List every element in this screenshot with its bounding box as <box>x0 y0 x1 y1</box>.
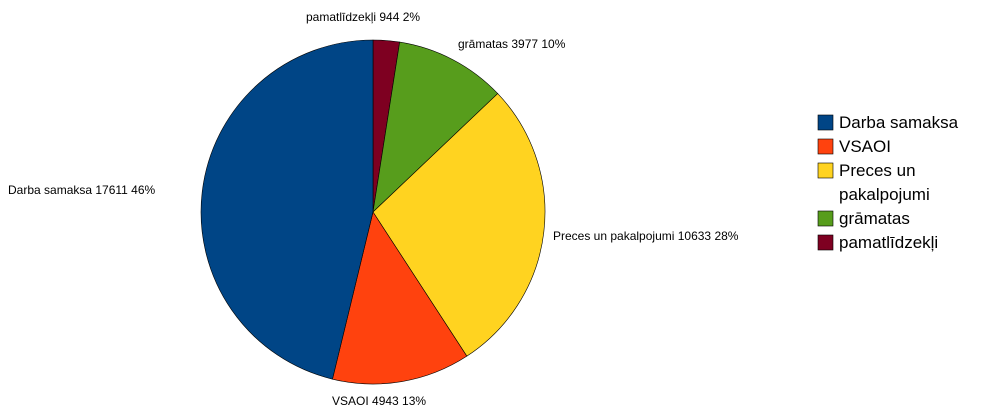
legend-label-preces-un-pakalpojumi: Preces un pakalpojumi <box>839 161 930 204</box>
pie-slice-gramatas <box>372 41 499 213</box>
legend-swatch-pamatlidzekli <box>817 234 834 251</box>
legend-label-pamatlidzekli: pamatlīdzekļi <box>839 233 938 252</box>
slice-labels: Darba samaksa 17611 46% VSAOI 4943 13% P… <box>8 10 739 408</box>
pie-slice-vsaoi <box>332 211 468 385</box>
pie-slices <box>200 39 546 385</box>
legend-swatch-vsaoi <box>817 138 834 155</box>
slice-label-darba-samaksa: Darba samaksa 17611 46% <box>8 183 156 197</box>
legend-swatch-gramatas <box>817 210 834 227</box>
slice-label-gramatas: grāmatas 3977 10% <box>458 37 566 51</box>
legend-swatch-preces-un-pakalpojumi <box>817 162 834 179</box>
legend-label-darba-samaksa: Darba samaksa <box>839 113 959 132</box>
legend-label-vsaoi: VSAOI <box>839 137 891 156</box>
slice-label-preces-un-pakalpojumi: Preces un pakalpojumi 10633 28% <box>553 229 739 243</box>
legend-label-gramatas: grāmatas <box>839 209 910 228</box>
legend-swatch-darba-samaksa <box>817 114 834 131</box>
legend: Darba samaksa VSAOI Preces un pakalpojumi gr… <box>817 113 959 252</box>
slice-label-pamatlidzekli: pamatlīdzekļi 944 2% <box>306 10 420 24</box>
pie-slice-darba-samaksa <box>200 39 374 380</box>
slice-label-vsaoi: VSAOI 4943 13% <box>332 394 426 408</box>
pie-slice-preces-un-pakalpojumi <box>372 93 546 357</box>
